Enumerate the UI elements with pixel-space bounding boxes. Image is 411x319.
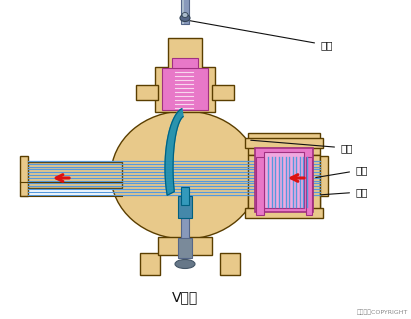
FancyBboxPatch shape — [162, 68, 208, 110]
FancyBboxPatch shape — [248, 155, 256, 210]
Ellipse shape — [175, 259, 195, 269]
FancyBboxPatch shape — [178, 238, 192, 258]
Text: 东方仿真COPYRIGHT: 东方仿真COPYRIGHT — [357, 309, 408, 315]
FancyBboxPatch shape — [155, 67, 215, 112]
FancyBboxPatch shape — [140, 253, 160, 275]
Text: 阀座: 阀座 — [316, 165, 367, 178]
FancyBboxPatch shape — [245, 138, 323, 148]
Ellipse shape — [180, 14, 190, 21]
Ellipse shape — [111, 111, 259, 239]
FancyBboxPatch shape — [181, 215, 189, 245]
FancyBboxPatch shape — [181, 0, 189, 24]
FancyBboxPatch shape — [248, 188, 320, 210]
FancyBboxPatch shape — [172, 58, 198, 72]
FancyBboxPatch shape — [178, 196, 192, 218]
FancyBboxPatch shape — [136, 85, 158, 100]
Ellipse shape — [182, 12, 188, 18]
FancyBboxPatch shape — [312, 155, 320, 210]
FancyBboxPatch shape — [245, 208, 323, 218]
Text: 球彼: 球彼 — [251, 140, 353, 153]
FancyBboxPatch shape — [220, 253, 240, 275]
FancyBboxPatch shape — [20, 156, 28, 196]
FancyBboxPatch shape — [264, 152, 304, 208]
Text: 阀杆: 阀杆 — [189, 20, 332, 50]
Text: V型阀: V型阀 — [172, 290, 198, 304]
Text: 阀体: 阀体 — [321, 187, 367, 197]
FancyBboxPatch shape — [212, 85, 234, 100]
FancyBboxPatch shape — [256, 157, 264, 215]
FancyBboxPatch shape — [181, 187, 189, 205]
FancyBboxPatch shape — [158, 237, 212, 255]
FancyBboxPatch shape — [306, 157, 312, 215]
FancyBboxPatch shape — [22, 162, 122, 188]
FancyBboxPatch shape — [182, 0, 184, 24]
FancyBboxPatch shape — [320, 156, 328, 196]
FancyBboxPatch shape — [168, 38, 202, 75]
FancyBboxPatch shape — [255, 148, 313, 212]
Polygon shape — [165, 109, 183, 195]
FancyBboxPatch shape — [248, 133, 320, 155]
